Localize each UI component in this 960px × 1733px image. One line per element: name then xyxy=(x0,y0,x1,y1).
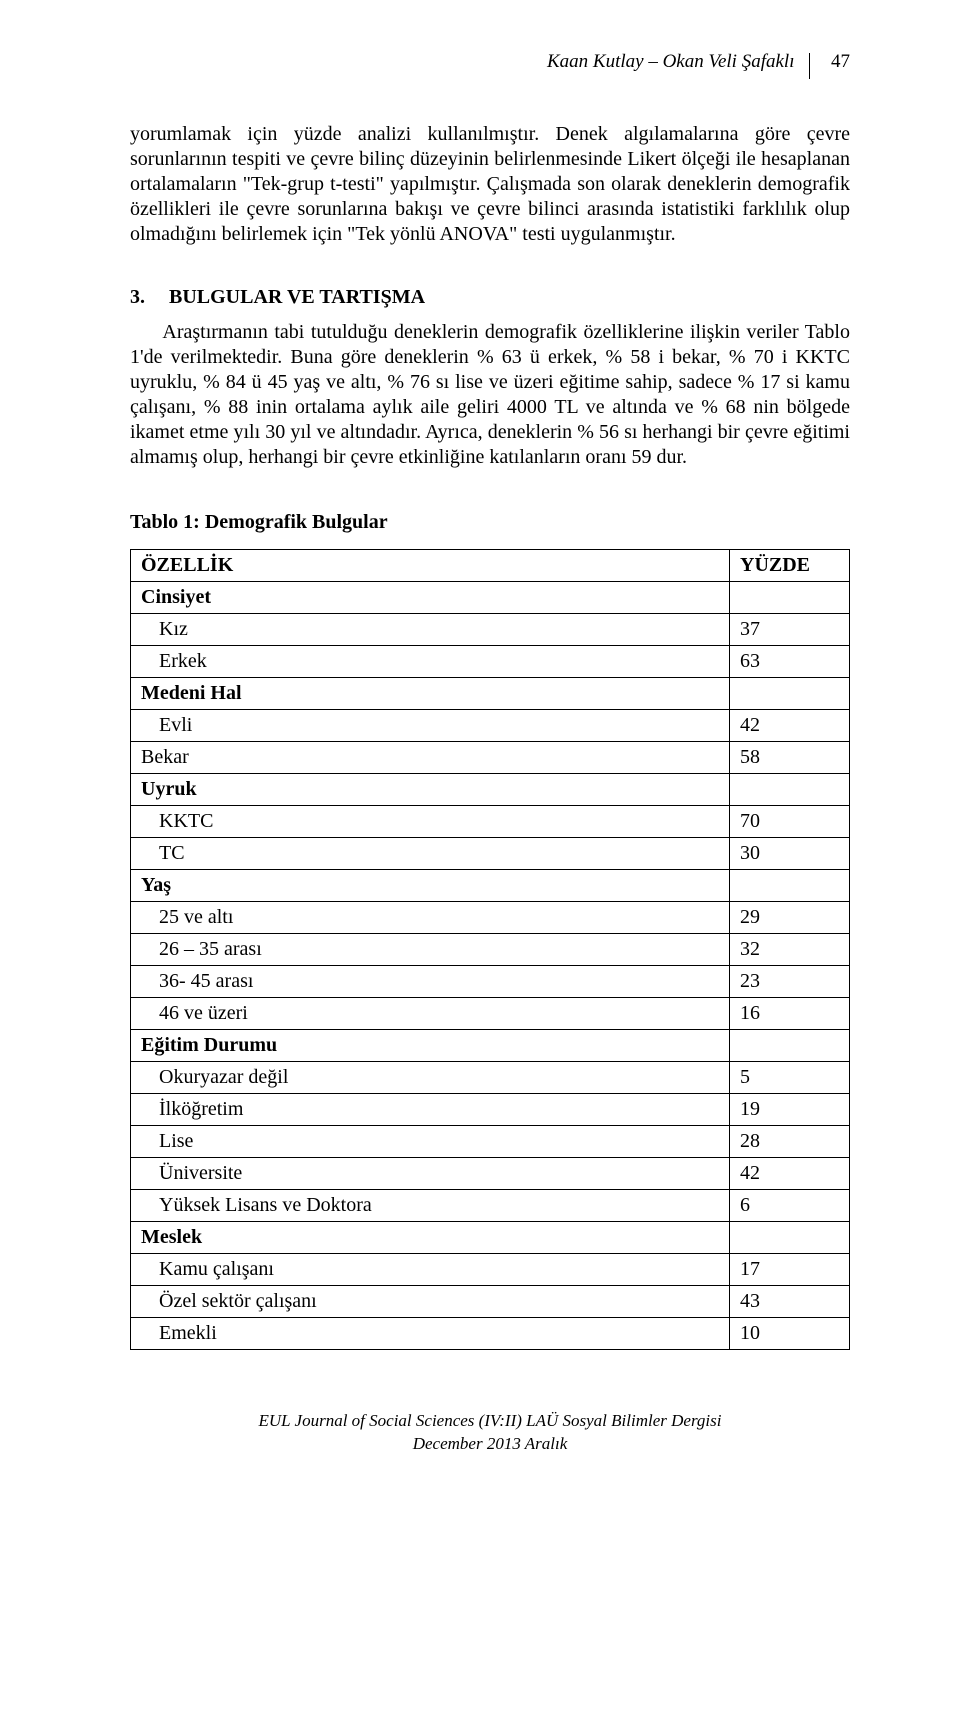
row-label: Üniversite xyxy=(131,1157,730,1189)
header-authors: Kaan Kutlay – Okan Veli Şafaklı xyxy=(547,51,795,72)
row-label: Bekar xyxy=(131,741,730,773)
table-row: Meslek xyxy=(131,1221,850,1253)
row-label: Lise xyxy=(131,1125,730,1157)
table-row: 26 – 35 arası32 xyxy=(131,933,850,965)
row-value: 17 xyxy=(730,1253,850,1285)
row-label: 46 ve üzeri xyxy=(131,997,730,1029)
table-row: TC30 xyxy=(131,837,850,869)
col-feature: ÖZELLİK xyxy=(131,549,730,581)
page-number: 47 xyxy=(821,51,850,72)
table-row: Eğitim Durumu xyxy=(131,1029,850,1061)
table-row: Uyruk xyxy=(131,773,850,805)
intro-paragraph: yorumlamak için yüzde analizi kullanılmı… xyxy=(130,122,850,247)
row-label: 25 ve altı xyxy=(131,901,730,933)
table-caption: Tablo 1: Demografik Bulgular xyxy=(130,510,850,535)
row-value: 28 xyxy=(730,1125,850,1157)
row-label: Okuryazar değil xyxy=(131,1061,730,1093)
col-percent: YÜZDE xyxy=(730,549,850,581)
findings-text: Araştırmanın tabi tutulduğu deneklerin d… xyxy=(130,321,850,468)
table-row: Erkek63 xyxy=(131,645,850,677)
page-header: Kaan Kutlay – Okan Veli Şafaklı 47 xyxy=(130,50,850,74)
group-label: Meslek xyxy=(131,1221,730,1253)
row-label: Erkek xyxy=(131,645,730,677)
row-value: 37 xyxy=(730,613,850,645)
table-row: İlköğretim19 xyxy=(131,1093,850,1125)
table-row: Cinsiyet xyxy=(131,581,850,613)
group-value-empty xyxy=(730,581,850,613)
row-value: 5 xyxy=(730,1061,850,1093)
table-row: Kız37 xyxy=(131,613,850,645)
footer-line1: EUL Journal of Social Sciences (IV:II) L… xyxy=(258,1411,721,1430)
row-value: 70 xyxy=(730,805,850,837)
group-value-empty xyxy=(730,869,850,901)
table-row: Özel sektör çalışanı43 xyxy=(131,1285,850,1317)
row-label: KKTC xyxy=(131,805,730,837)
row-value: 42 xyxy=(730,1157,850,1189)
row-value: 29 xyxy=(730,901,850,933)
group-value-empty xyxy=(730,773,850,805)
table-header-row: ÖZELLİK YÜZDE xyxy=(131,549,850,581)
row-value: 58 xyxy=(730,741,850,773)
row-value: 30 xyxy=(730,837,850,869)
group-label: Cinsiyet xyxy=(131,581,730,613)
table-row: Yaş xyxy=(131,869,850,901)
table-row: Yüksek Lisans ve Doktora6 xyxy=(131,1189,850,1221)
row-label: 36- 45 arası xyxy=(131,965,730,997)
page-footer: EUL Journal of Social Sciences (IV:II) L… xyxy=(130,1410,850,1456)
group-label: Medeni Hal xyxy=(131,677,730,709)
row-label: 26 – 35 arası xyxy=(131,933,730,965)
table-row: Bekar58 xyxy=(131,741,850,773)
group-label: Uyruk xyxy=(131,773,730,805)
table-row: Emekli10 xyxy=(131,1317,850,1349)
row-label: Kız xyxy=(131,613,730,645)
group-value-empty xyxy=(730,1029,850,1061)
group-label: Yaş xyxy=(131,869,730,901)
group-value-empty xyxy=(730,1221,850,1253)
group-label: Eğitim Durumu xyxy=(131,1029,730,1061)
table-row: 25 ve altı29 xyxy=(131,901,850,933)
table-row: KKTC70 xyxy=(131,805,850,837)
row-value: 43 xyxy=(730,1285,850,1317)
footer-line2: December 2013 Aralık xyxy=(413,1434,568,1453)
row-label: Evli xyxy=(131,709,730,741)
row-value: 10 xyxy=(730,1317,850,1349)
table-row: 46 ve üzeri16 xyxy=(131,997,850,1029)
row-label: TC xyxy=(131,837,730,869)
table-row: Üniversite42 xyxy=(131,1157,850,1189)
row-label: Yüksek Lisans ve Doktora xyxy=(131,1189,730,1221)
row-value: 16 xyxy=(730,997,850,1029)
row-value: 63 xyxy=(730,645,850,677)
table-row: Okuryazar değil5 xyxy=(131,1061,850,1093)
table-row: Lise28 xyxy=(131,1125,850,1157)
findings-paragraph: Araştırmanın tabi tutulduğu deneklerin d… xyxy=(130,320,850,470)
section-heading: 3. BULGULAR VE TARTIŞMA xyxy=(130,285,850,310)
row-value: 6 xyxy=(730,1189,850,1221)
table-row: Medeni Hal xyxy=(131,677,850,709)
row-label: Emekli xyxy=(131,1317,730,1349)
section-title: BULGULAR VE TARTIŞMA xyxy=(169,286,425,308)
row-value: 32 xyxy=(730,933,850,965)
row-value: 42 xyxy=(730,709,850,741)
row-label: İlköğretim xyxy=(131,1093,730,1125)
section-number: 3. xyxy=(130,285,164,310)
header-divider xyxy=(809,53,810,79)
demographics-table: ÖZELLİK YÜZDE CinsiyetKız37Erkek63Medeni… xyxy=(130,549,850,1350)
table-row: 36- 45 arası23 xyxy=(131,965,850,997)
table-row: Evli42 xyxy=(131,709,850,741)
row-label: Özel sektör çalışanı xyxy=(131,1285,730,1317)
row-value: 19 xyxy=(730,1093,850,1125)
row-label: Kamu çalışanı xyxy=(131,1253,730,1285)
row-value: 23 xyxy=(730,965,850,997)
group-value-empty xyxy=(730,677,850,709)
table-row: Kamu çalışanı17 xyxy=(131,1253,850,1285)
